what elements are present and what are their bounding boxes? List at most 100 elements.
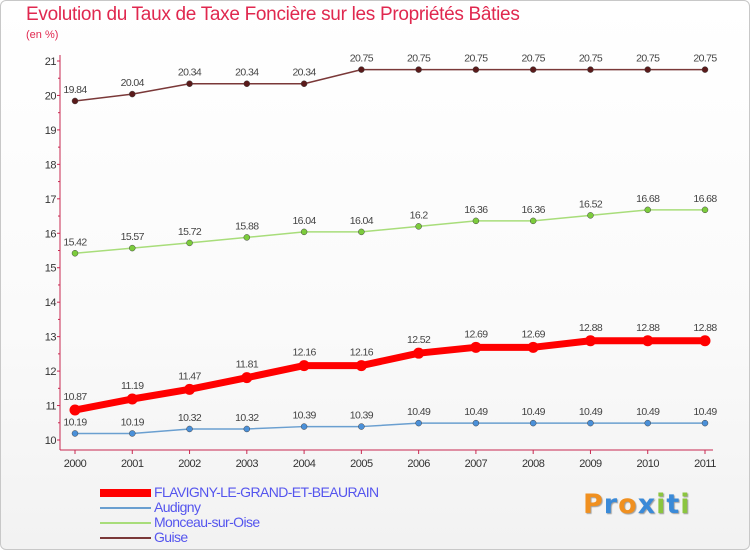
data-label: 12.69 — [464, 328, 488, 340]
data-point — [129, 430, 136, 437]
data-point — [587, 419, 594, 427]
data-label: 11.81 — [236, 359, 259, 371]
data-point — [415, 223, 422, 230]
data-point — [69, 404, 81, 416]
y-tick-label: 12 — [45, 366, 57, 378]
x-tick-label: 2011 — [694, 458, 716, 470]
data-point — [584, 335, 596, 347]
series-audigny: 10.19 10.19 10.32 10.32 10.39 10.39 10.49 10.49… — [63, 406, 718, 437]
data-label: 10.49 — [693, 406, 717, 418]
logo-letter: t — [666, 489, 681, 520]
data-point — [529, 217, 537, 225]
series-line — [74, 422, 706, 435]
data-label: 16.36 — [464, 204, 488, 216]
legend-label: FLAVIGNY-LE-GRAND-ET-BEAURAIN — [154, 484, 379, 500]
data-label: 10.39 — [292, 410, 316, 422]
data-point — [129, 90, 136, 98]
x-tick-label: 2007 — [465, 458, 488, 470]
x-tick-label: 2005 — [350, 458, 373, 470]
data-label: 12.52 — [407, 334, 431, 346]
data-point — [415, 66, 422, 73]
logo-letter: i — [656, 489, 667, 520]
data-point — [527, 341, 539, 353]
proxiti-logo: Proxiti — [583, 489, 691, 520]
data-label: 20.75 — [350, 53, 374, 65]
data-point — [243, 234, 251, 241]
data-label: 16.68 — [636, 193, 660, 205]
logo-letter: i — [680, 489, 691, 520]
data-label: 10.19 — [121, 416, 145, 428]
data-label: 12.16 — [292, 347, 316, 359]
data-point — [243, 425, 251, 433]
data-label: 20.75 — [636, 53, 660, 65]
data-label: 10.49 — [579, 406, 603, 418]
data-label: 16.52 — [579, 198, 603, 210]
data-point — [472, 419, 480, 427]
legend-swatch — [100, 507, 151, 509]
y-tick-label: 20 — [45, 90, 57, 102]
data-point — [184, 383, 196, 395]
logo-letter: o — [618, 489, 638, 520]
data-point — [358, 66, 365, 73]
y-tick-label: 13 — [45, 332, 57, 344]
data-label: 15.57 — [121, 231, 145, 243]
y-tick-label: 21 — [45, 56, 57, 68]
data-point — [529, 66, 537, 73]
data-point — [300, 423, 308, 430]
x-tick-label: 2001 — [121, 458, 144, 470]
data-label: 12.88 — [693, 322, 717, 334]
y-tick-label: 11 — [46, 401, 57, 413]
data-label: 20.34 — [235, 67, 259, 79]
data-point — [126, 393, 138, 405]
data-point — [298, 360, 310, 372]
data-point — [472, 66, 480, 73]
y-tick-label: 10 — [45, 435, 57, 447]
legend-label: Audigny — [154, 499, 201, 515]
series-line — [74, 68, 706, 102]
data-label: 20.04 — [121, 77, 145, 89]
data-label: 20.34 — [178, 67, 202, 79]
data-label: 15.88 — [235, 220, 259, 232]
data-point — [587, 66, 594, 73]
x-tick-label: 2000 — [64, 458, 87, 470]
series-guise: 19.84 20.04 20.34 20.34 20.34 20.75 20.75 20.75… — [63, 53, 718, 105]
series-line — [71, 337, 709, 414]
data-point — [129, 244, 136, 252]
data-label: 11.47 — [178, 370, 201, 382]
data-point — [587, 212, 594, 219]
data-label: 10.39 — [350, 410, 374, 422]
data-point — [413, 347, 425, 359]
x-tick-label: 2009 — [579, 458, 602, 470]
x-tick-label: 2006 — [407, 458, 430, 470]
data-label: 12.16 — [350, 347, 374, 359]
data-label: 10.49 — [636, 406, 660, 418]
data-point — [701, 206, 709, 214]
logo-letter: x — [637, 489, 657, 520]
data-label: 10.19 — [63, 416, 87, 428]
data-label: 20.75 — [693, 53, 717, 65]
data-label: 20.75 — [407, 53, 431, 65]
data-point — [642, 335, 654, 347]
data-label: 15.72 — [178, 226, 202, 238]
y-tick-label: 17 — [45, 194, 57, 206]
data-point — [701, 419, 709, 427]
data-point — [644, 419, 651, 427]
y-tick-label: 14 — [45, 297, 57, 309]
data-point — [243, 80, 251, 87]
x-tick-label: 2003 — [236, 458, 259, 470]
data-point — [186, 239, 193, 247]
data-point — [358, 423, 365, 430]
data-point — [472, 217, 480, 225]
data-label: 16.04 — [350, 215, 374, 227]
data-label: 16.68 — [693, 193, 717, 205]
data-point — [300, 228, 308, 236]
data-label: 10.32 — [235, 412, 259, 424]
data-point — [529, 419, 537, 427]
x-tick-label: 2010 — [636, 458, 659, 470]
data-point — [644, 206, 651, 214]
data-point — [241, 372, 253, 384]
data-label: 20.75 — [522, 53, 546, 65]
logo-letter: r — [603, 489, 619, 520]
